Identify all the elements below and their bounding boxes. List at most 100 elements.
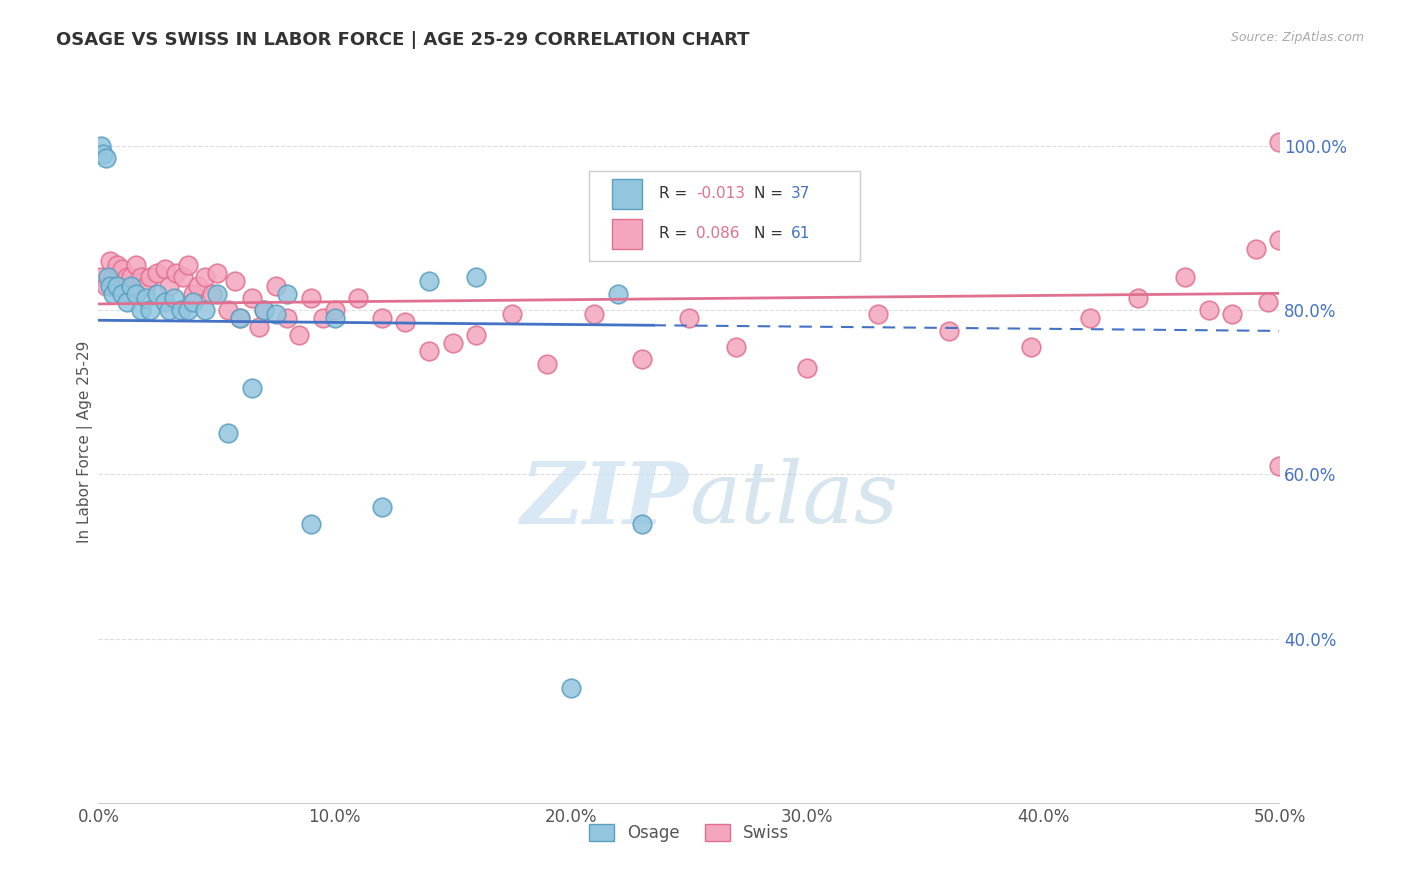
- Point: [323, 311, 346, 326]
- Point: [678, 311, 700, 326]
- Text: 37: 37: [790, 186, 810, 202]
- Point: [125, 286, 148, 301]
- Point: [264, 278, 287, 293]
- Point: [240, 381, 263, 395]
- Point: [101, 270, 124, 285]
- Point: [94, 278, 117, 293]
- Point: [371, 311, 394, 326]
- Point: [105, 258, 128, 272]
- Point: [194, 303, 217, 318]
- FancyBboxPatch shape: [612, 219, 641, 249]
- Point: [938, 324, 960, 338]
- Point: [323, 303, 346, 318]
- Point: [371, 500, 394, 515]
- Point: [1080, 311, 1102, 326]
- Legend: Osage, Swiss: Osage, Swiss: [582, 817, 796, 848]
- Point: [630, 352, 652, 367]
- Point: [217, 426, 239, 441]
- Point: [1174, 270, 1197, 285]
- Point: [347, 291, 370, 305]
- Point: [187, 278, 209, 293]
- Point: [121, 278, 143, 293]
- FancyBboxPatch shape: [612, 178, 641, 209]
- Point: [105, 278, 128, 293]
- Point: [181, 286, 204, 301]
- Point: [1126, 291, 1149, 305]
- Point: [98, 278, 121, 293]
- Point: [125, 258, 148, 272]
- Point: [165, 266, 187, 280]
- Text: R =: R =: [659, 186, 693, 202]
- Point: [1268, 233, 1291, 247]
- Point: [276, 286, 298, 301]
- Text: OSAGE VS SWISS IN LABOR FORCE | AGE 25-29 CORRELATION CHART: OSAGE VS SWISS IN LABOR FORCE | AGE 25-2…: [56, 31, 749, 49]
- Point: [418, 275, 440, 289]
- Text: R =: R =: [659, 227, 693, 242]
- Point: [229, 311, 252, 326]
- Y-axis label: In Labor Force | Age 25-29: In Labor Force | Age 25-29: [76, 341, 93, 542]
- Point: [394, 316, 416, 330]
- Point: [217, 303, 239, 318]
- Text: Source: ZipAtlas.com: Source: ZipAtlas.com: [1230, 31, 1364, 45]
- Point: [418, 344, 440, 359]
- Point: [441, 336, 464, 351]
- Point: [264, 307, 287, 321]
- Point: [501, 307, 523, 321]
- Point: [299, 291, 322, 305]
- Point: [90, 139, 112, 153]
- Point: [583, 307, 606, 321]
- Point: [139, 270, 162, 285]
- Point: [205, 286, 228, 301]
- Point: [560, 681, 582, 695]
- Point: [465, 270, 488, 285]
- Point: [725, 340, 748, 354]
- Point: [135, 291, 157, 305]
- Text: atlas: atlas: [689, 458, 898, 541]
- FancyBboxPatch shape: [589, 170, 860, 260]
- Point: [253, 303, 276, 318]
- Point: [299, 516, 322, 531]
- Text: ZIP: ZIP: [522, 458, 689, 541]
- Point: [163, 291, 186, 305]
- Point: [201, 286, 224, 301]
- Point: [121, 270, 143, 285]
- Point: [247, 319, 270, 334]
- Point: [1268, 135, 1291, 149]
- Point: [240, 291, 263, 305]
- Point: [90, 270, 112, 285]
- Point: [115, 270, 138, 285]
- Point: [111, 262, 134, 277]
- Point: [98, 253, 121, 268]
- Point: [157, 278, 180, 293]
- Point: [1257, 295, 1279, 310]
- Point: [146, 286, 169, 301]
- Point: [111, 286, 134, 301]
- Point: [135, 278, 157, 293]
- Point: [536, 357, 558, 371]
- Point: [229, 311, 252, 326]
- Point: [465, 327, 488, 342]
- Point: [157, 303, 180, 318]
- Point: [172, 270, 194, 285]
- Text: 61: 61: [790, 227, 810, 242]
- Point: [288, 327, 311, 342]
- Text: N =: N =: [754, 227, 787, 242]
- Point: [866, 307, 889, 321]
- Point: [115, 295, 138, 310]
- Point: [1220, 307, 1243, 321]
- Point: [796, 360, 818, 375]
- Point: [312, 311, 335, 326]
- Point: [97, 270, 120, 285]
- Point: [129, 303, 152, 318]
- Text: -0.013: -0.013: [696, 186, 745, 202]
- Point: [146, 266, 169, 280]
- Point: [630, 516, 652, 531]
- Point: [1021, 340, 1043, 354]
- Point: [1198, 303, 1220, 318]
- Point: [607, 286, 630, 301]
- Point: [91, 147, 114, 161]
- Point: [276, 311, 298, 326]
- Point: [129, 270, 152, 285]
- Point: [181, 295, 204, 310]
- Point: [153, 295, 176, 310]
